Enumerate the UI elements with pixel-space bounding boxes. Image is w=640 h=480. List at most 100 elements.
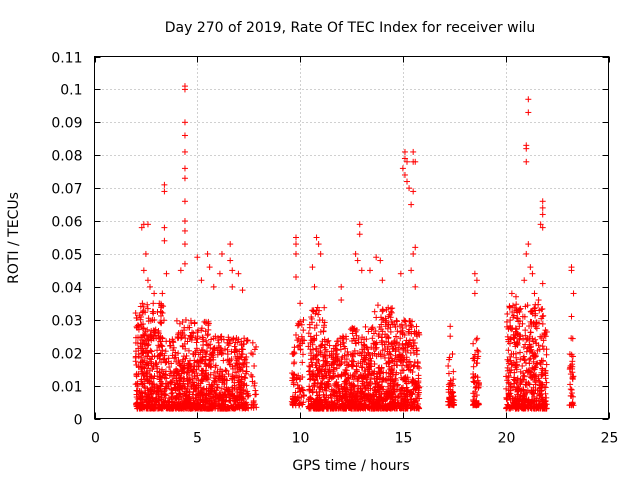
data-point xyxy=(132,339,139,346)
data-point xyxy=(144,277,151,284)
data-point xyxy=(204,250,211,257)
grid-lines xyxy=(94,56,609,419)
data-point xyxy=(144,305,151,312)
data-point xyxy=(151,290,158,297)
data-point xyxy=(408,267,415,274)
data-point xyxy=(159,366,166,373)
data-point xyxy=(325,337,332,344)
data-point xyxy=(140,267,147,274)
data-point xyxy=(180,356,187,363)
chart-title: Day 270 of 2019, Rate Of TEC Index for r… xyxy=(165,20,535,36)
data-point xyxy=(229,267,236,274)
data-point xyxy=(140,396,147,403)
x-tick-label: 25 xyxy=(601,431,619,447)
data-point xyxy=(181,218,188,225)
data-point xyxy=(169,336,176,343)
data-point xyxy=(133,348,140,355)
data-point xyxy=(159,347,166,354)
data-point xyxy=(148,348,155,355)
data-point xyxy=(149,398,156,405)
data-point xyxy=(182,316,189,323)
data-point xyxy=(139,324,146,331)
data-point xyxy=(218,250,225,257)
data-point xyxy=(154,365,161,372)
data-point xyxy=(315,241,322,248)
data-point xyxy=(181,148,188,155)
data-point xyxy=(132,310,139,317)
data-point xyxy=(231,343,238,350)
data-point xyxy=(316,307,323,314)
data-point xyxy=(181,227,188,234)
data-point xyxy=(568,313,575,320)
data-point xyxy=(157,319,164,326)
data-point xyxy=(531,290,538,297)
data-point xyxy=(133,323,140,330)
data-point xyxy=(173,399,180,406)
data-point xyxy=(204,332,211,339)
data-point xyxy=(161,224,168,231)
data-point xyxy=(140,403,147,410)
data-point xyxy=(153,395,160,402)
data-point xyxy=(317,250,324,257)
data-point xyxy=(300,327,307,334)
data-point xyxy=(539,211,546,218)
data-point xyxy=(158,393,165,400)
data-point xyxy=(144,375,151,382)
data-point xyxy=(297,300,304,307)
data-point xyxy=(410,250,417,257)
data-point xyxy=(155,391,162,398)
data-point xyxy=(540,346,547,353)
data-point xyxy=(148,391,155,398)
data-point xyxy=(176,320,183,327)
data-point xyxy=(148,384,155,391)
data-point xyxy=(165,404,172,411)
data-point xyxy=(517,349,524,356)
data-point xyxy=(137,395,144,402)
data-point xyxy=(523,158,530,165)
data-point xyxy=(306,324,313,331)
data-point xyxy=(543,351,550,358)
data-point xyxy=(309,307,316,314)
data-point xyxy=(179,399,186,406)
x-tick-labels: 0 5 10 15 20 25 xyxy=(91,431,618,447)
data-point xyxy=(392,333,399,340)
data-point xyxy=(352,250,359,257)
data-point xyxy=(177,267,184,274)
data-point xyxy=(473,336,480,343)
data-point xyxy=(356,221,363,228)
data-point xyxy=(132,354,139,361)
data-point xyxy=(354,257,361,264)
data-point xyxy=(155,327,162,334)
data-point xyxy=(181,132,188,139)
data-point xyxy=(148,337,155,344)
data-point xyxy=(450,376,457,383)
data-point xyxy=(162,385,169,392)
data-point xyxy=(445,363,452,370)
data-point xyxy=(161,188,168,195)
data-point xyxy=(158,300,165,307)
data-point xyxy=(147,283,154,290)
data-point xyxy=(133,381,140,388)
data-point xyxy=(508,290,515,297)
data-point xyxy=(523,250,530,257)
data-point xyxy=(159,290,166,297)
data-point xyxy=(144,385,151,392)
data-point xyxy=(163,375,170,382)
data-point xyxy=(358,267,365,274)
data-point xyxy=(473,277,480,284)
data-point xyxy=(401,171,408,178)
data-point xyxy=(235,270,242,277)
x-tick-label: 15 xyxy=(395,431,413,447)
data-point xyxy=(154,347,161,354)
data-point xyxy=(193,339,200,346)
data-point xyxy=(150,333,157,340)
data-point xyxy=(539,343,546,350)
data-point xyxy=(166,395,173,402)
data-point xyxy=(525,96,532,103)
data-point xyxy=(181,119,188,126)
data-point xyxy=(185,393,192,400)
data-point xyxy=(166,372,173,379)
data-point xyxy=(521,277,528,284)
data-point xyxy=(181,260,188,267)
data-point xyxy=(371,308,378,315)
